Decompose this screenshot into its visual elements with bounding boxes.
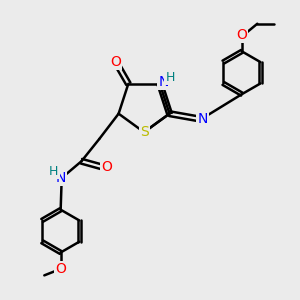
Text: O: O xyxy=(55,262,66,276)
Text: O: O xyxy=(110,55,121,69)
Text: N: N xyxy=(158,75,169,89)
Text: S: S xyxy=(140,125,148,139)
Text: O: O xyxy=(102,160,112,174)
Text: H: H xyxy=(166,71,175,84)
Text: N: N xyxy=(56,171,66,184)
Text: O: O xyxy=(236,28,247,42)
Text: H: H xyxy=(49,164,58,178)
Text: N: N xyxy=(197,112,208,126)
